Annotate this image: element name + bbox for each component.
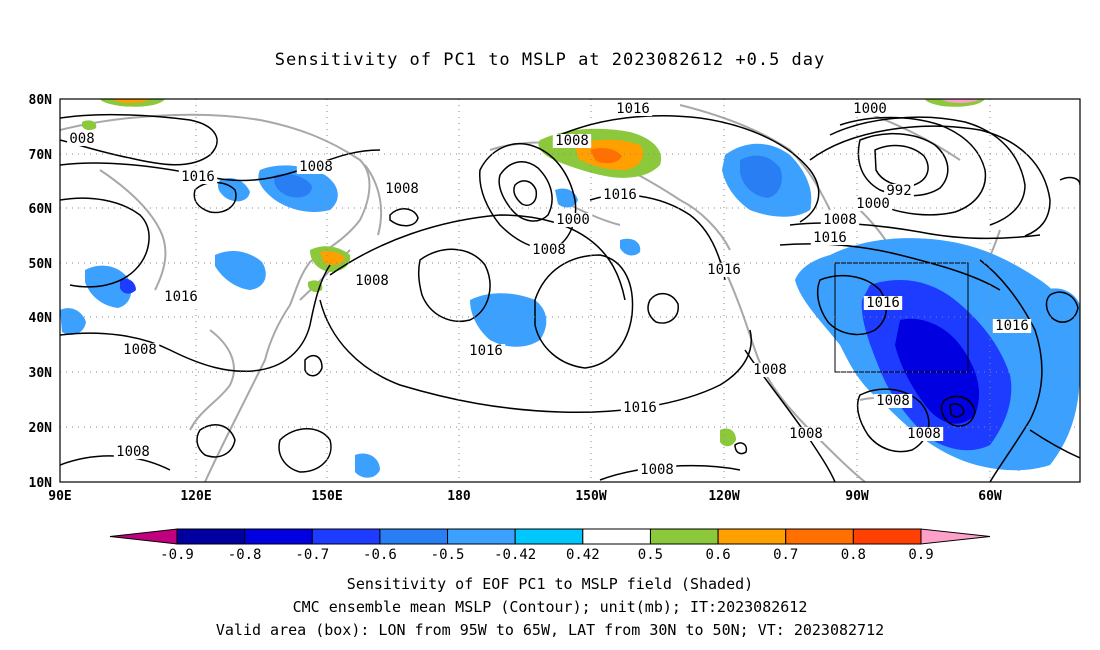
contour-label: 1016 [603, 187, 637, 203]
graticule [60, 99, 1080, 482]
contour-label: 1016 [623, 400, 657, 416]
contour-label: 1016 [707, 262, 741, 278]
colorbar-box [582, 528, 651, 545]
contour-label: 1008 [907, 426, 941, 442]
contour-label: 1008 [299, 159, 333, 175]
colorbar-tick-label: -0.9 [160, 547, 194, 563]
contour-label: 1008 [355, 273, 389, 289]
contour-label: 1016 [995, 318, 1029, 334]
lat-tick-label: 60N [29, 202, 53, 217]
colorbar-tick-label: -0.42 [494, 547, 536, 563]
lat-tick-label: 10N [29, 476, 53, 491]
colorbar-box [447, 528, 516, 545]
colorbar-tick-label: 0.8 [841, 547, 866, 563]
footer-line-3: Valid area (box): LON from 95W to 65W, L… [215, 621, 885, 639]
latitude-axis: 10N 20N 30N 40N 50N 60N 70N 80N [29, 93, 53, 491]
lon-tick-label: 90E [48, 489, 71, 504]
contour-label: 1016 [813, 230, 847, 246]
colorbar-box [311, 528, 381, 545]
lon-tick-label: 90W [845, 489, 869, 504]
contour-label: 1008 [640, 462, 674, 478]
contour-label: 1008 [753, 362, 787, 378]
contour-label: 1000 [853, 101, 887, 117]
footer-line-1: Sensitivity of EOF PC1 to MSLP field (Sh… [346, 575, 754, 593]
contour-label: 992 [886, 183, 911, 199]
lon-tick-label: 180 [447, 489, 471, 504]
longitude-axis: 90E 120E 150E 180 150W 120W 90W 60W [48, 489, 1002, 504]
colorbar-tick-label: -0.8 [228, 547, 262, 563]
contour-label: 1008 [123, 342, 157, 358]
colorbar-tick-label: -0.7 [295, 547, 329, 563]
contour-label: 1008 [116, 444, 150, 460]
contour-label: 1008 [876, 393, 910, 409]
lon-tick-label: 120E [180, 489, 211, 504]
colorbar-box [717, 528, 787, 545]
colorbar-tick-label: 0.5 [638, 547, 663, 563]
colorbar-tick-label: 0.42 [566, 547, 600, 563]
contour-label: 1008 [789, 426, 823, 442]
colorbar-tick-label: -0.5 [431, 547, 465, 563]
colorbar-tick-label: 0.6 [705, 547, 730, 563]
lon-tick-label: 150W [575, 489, 606, 504]
contour-label: 1016 [866, 295, 900, 311]
colorbar-box [514, 528, 584, 545]
colorbar-box [649, 528, 719, 545]
colorbar-tick-label: -0.6 [363, 547, 397, 563]
lat-tick-label: 50N [29, 257, 53, 272]
contour-label: 1008 [823, 212, 857, 228]
contour-label: 1016 [469, 343, 503, 359]
lon-tick-label: 60W [978, 489, 1002, 504]
lat-tick-label: 70N [29, 148, 53, 163]
colorbar-box [785, 528, 854, 545]
contour-label: 1000 [856, 196, 890, 212]
lat-tick-label: 20N [29, 421, 53, 436]
contour-label: 1016 [164, 289, 198, 305]
contour-label: 1016 [616, 101, 650, 117]
contour-label: 1000 [556, 212, 590, 228]
lat-tick-label: 30N [29, 366, 53, 381]
colorbar-box [852, 528, 922, 545]
colorbar-box [244, 528, 313, 545]
contour-label: 1008 [532, 242, 566, 258]
contour-label: 008 [69, 131, 94, 147]
colorbar-box [176, 528, 246, 545]
colorbar-high-triangle [920, 528, 991, 545]
lat-tick-label: 40N [29, 311, 53, 326]
footer-line-2: CMC ensemble mean MSLP (Contour); unit(m… [292, 598, 808, 616]
lat-tick-label: 80N [29, 93, 53, 108]
contour-label: 1008 [555, 133, 589, 149]
contour-label: 1008 [385, 181, 419, 197]
colorbar-tick-label: 0.9 [908, 547, 933, 563]
lon-tick-label: 120W [708, 489, 739, 504]
colorbar-low-triangle [109, 528, 178, 545]
contour-label: 1016 [181, 169, 215, 185]
colorbar: -0.9 -0.8 -0.7 -0.6 -0.5 -0.42 0.42 0.5 0.6 0.7 0.… [109, 528, 991, 563]
colorbar-box [379, 528, 449, 545]
lon-tick-label: 150E [311, 489, 342, 504]
chart-title: Sensitivity of PC1 to MSLP at 2023082612… [274, 50, 826, 70]
colorbar-tick-label: 0.7 [773, 547, 798, 563]
